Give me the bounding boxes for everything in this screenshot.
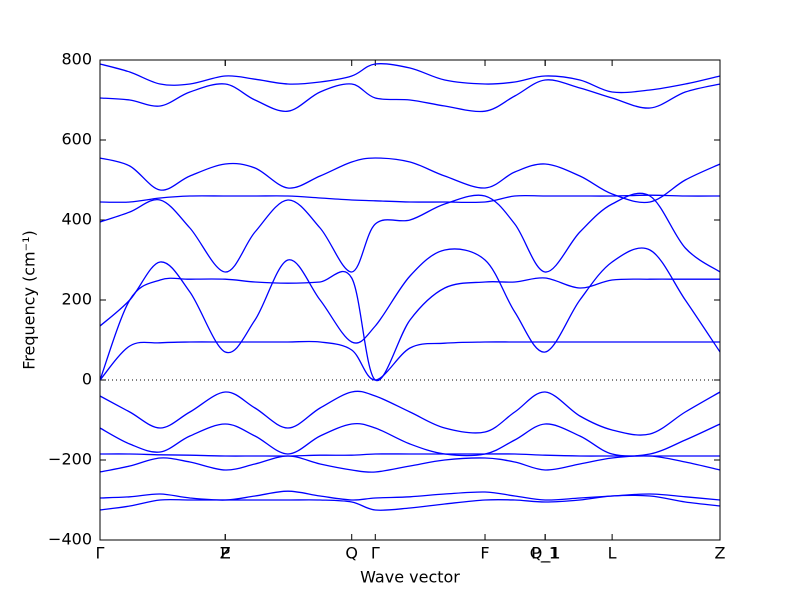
x-tick-label: Γ — [371, 544, 380, 563]
band-line — [99, 63, 721, 94]
band-line — [99, 390, 721, 436]
band-line — [99, 247, 721, 354]
y-axis-label: Frequency (cm⁻¹) — [20, 230, 39, 369]
x-axis-label: Wave vector — [360, 568, 460, 587]
y-tick-label: 400 — [61, 210, 92, 229]
y-tick-label: −400 — [48, 530, 92, 549]
band-line — [99, 157, 721, 204]
y-tick-label: −200 — [48, 450, 92, 469]
y-tick-label: 200 — [61, 290, 92, 309]
x-tick-label: F — [480, 544, 489, 563]
x-tick-label: Γ — [96, 544, 105, 563]
y-tick-label: 600 — [61, 130, 92, 149]
x-tick-label: P — [220, 544, 230, 563]
x-tick-label: Z — [715, 544, 726, 563]
band-line — [99, 453, 720, 457]
x-tick-label: L — [608, 544, 617, 563]
y-tick-label: 800 — [61, 50, 92, 69]
band-line — [99, 455, 721, 473]
y-tick-label: 0 — [82, 370, 92, 389]
band-line — [99, 340, 720, 381]
band-line — [99, 422, 721, 457]
x-tick-label: Q — [345, 544, 358, 563]
plot-frame — [99, 59, 721, 541]
x-tick-label: Z — [220, 544, 231, 563]
x-tick-label: P_1 — [531, 544, 559, 564]
band-line — [99, 79, 721, 113]
band-line — [99, 494, 721, 511]
x-tick-label: Q_1 — [530, 544, 561, 564]
band-line — [99, 194, 721, 204]
band-line — [99, 192, 721, 273]
